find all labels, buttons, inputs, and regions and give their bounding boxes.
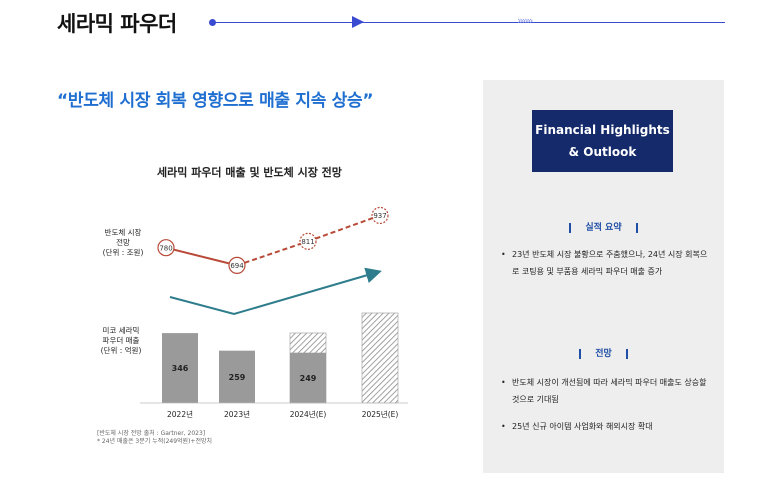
- section-heading-text: 실적 요약: [585, 223, 622, 233]
- sales-axis-label-line: (단위 : 억원): [100, 346, 142, 355]
- line-point: [371, 206, 389, 225]
- x-tick-label: 2024년(E): [290, 409, 327, 419]
- sales-axis-label-line: 파우더 매출: [102, 336, 140, 345]
- line-segment: [165, 246, 238, 267]
- source-note: [반도체 시장 전망 출처 : Gartner, 2023] * 24년 매출은…: [97, 430, 212, 446]
- line-segment-projected: [236, 240, 309, 267]
- bullet-text: 반도체 시장이 개선됨에 따라 세라믹 파우더 매출도 상승할 것으로 기대됨: [512, 378, 707, 404]
- line-point: [228, 256, 246, 274]
- section-bar-icon: [625, 348, 628, 359]
- market-axis-label-line: (단위 : 조원): [102, 248, 144, 257]
- section-bar-icon: [635, 222, 638, 233]
- title-divider-line: [213, 22, 725, 23]
- title-arrow-icon: [352, 16, 364, 28]
- bullet-text: 23년 반도체 시장 불황으로 주춤했으나, 24년 시장 회복으로 코팅용 및…: [512, 250, 708, 276]
- bar-value-label: 249: [300, 374, 317, 383]
- sales-axis-label-line: 미코 세라믹: [102, 326, 140, 335]
- bar: [162, 333, 198, 403]
- line-value-label: 780: [159, 244, 172, 252]
- line-value-label: 811: [301, 238, 314, 246]
- bar-projection: [361, 312, 399, 404]
- bar: [290, 352, 326, 403]
- x-tick-label: 2025년(E): [362, 409, 399, 419]
- headline: “반도체 시장 회복 영향으로 매출 지속 상승”: [57, 91, 374, 111]
- line-segment-projected: [307, 214, 381, 243]
- panel-title-line1: Financial Highlights: [535, 123, 670, 137]
- line-value-label: 937: [373, 212, 386, 220]
- bullet-dot-icon: •: [501, 422, 506, 431]
- market-axis-label-line: 전망: [116, 238, 130, 247]
- section-bar-icon: [569, 222, 572, 233]
- bullet-item: • 반도체 시장이 개선됨에 따라 세라믹 파우더 매출도 상승할 것으로 기대…: [501, 374, 713, 408]
- bar-value-label: 346: [172, 364, 189, 373]
- market-axis-label: 반도체 시장 전망 (단위 : 조원): [88, 228, 158, 258]
- page-title: 세라믹 파우더: [57, 12, 177, 36]
- trend-arrow: [169, 267, 382, 316]
- market-axis-label-line: 반도체 시장: [104, 228, 142, 237]
- chart-title: 세라믹 파우더 매출 및 반도체 시장 전망: [157, 166, 342, 179]
- panel-title-line2: & Outlook: [568, 145, 637, 159]
- title-divider-dot-icon: [209, 19, 216, 26]
- bullet-item: • 25년 신규 아이템 사업화와 해외시장 확대: [501, 418, 713, 435]
- line-point: [157, 239, 175, 257]
- source-note-line: * 24년 매출은 3분기 누적(249억원)+전망치: [97, 438, 213, 445]
- section-heading-text: 전망: [595, 349, 612, 359]
- section-heading-outlook: 전망: [483, 346, 724, 359]
- bullet-dot-icon: •: [501, 378, 506, 387]
- line-value-label: 694: [230, 262, 244, 270]
- title-chevrons-icon: ››››››: [517, 14, 533, 27]
- source-note-line: [반도체 시장 전망 출처 : Gartner, 2023]: [97, 430, 206, 437]
- bar: [219, 350, 255, 403]
- x-tick-label: 2022년: [167, 409, 193, 419]
- bullet-dot-icon: •: [501, 250, 506, 259]
- section-heading-summary: 실적 요약: [483, 220, 724, 233]
- line-point: [299, 232, 317, 250]
- sales-axis-label: 미코 세라믹 파우더 매출 (단위 : 억원): [86, 326, 156, 356]
- bar-value-label: 259: [229, 373, 246, 382]
- bullet-item: • 23년 반도체 시장 불황으로 주춤했으나, 24년 시장 회복으로 코팅용…: [501, 246, 713, 280]
- bullet-text: 25년 신규 아이템 사업화와 해외시장 확대: [512, 422, 653, 431]
- section-bar-icon: [579, 348, 582, 359]
- x-tick-label: 2023년: [224, 409, 250, 419]
- panel-title: Financial Highlights & Outlook: [532, 110, 673, 172]
